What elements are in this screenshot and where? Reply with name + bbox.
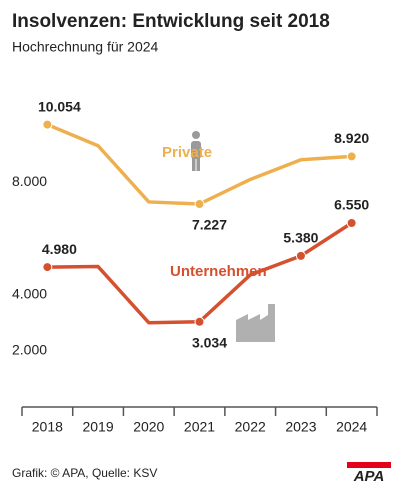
- point: [194, 198, 205, 209]
- point: [295, 250, 306, 261]
- x-tick-label: 2022: [235, 419, 266, 435]
- logo: APA: [353, 468, 385, 485]
- y-tick-label: 8.000: [12, 173, 47, 189]
- data-label: 10.054: [38, 98, 81, 114]
- x-tick-label: 2020: [133, 419, 164, 435]
- factory-icon: [236, 304, 275, 342]
- x-tick-label: 2023: [285, 419, 316, 435]
- data-label: 7.227: [192, 217, 227, 233]
- chart-title: Insolvenzen: Entwicklung seit 2018: [12, 11, 330, 32]
- data-label: 6.550: [334, 197, 369, 213]
- y-tick-label: 2.000: [12, 342, 47, 358]
- point: [42, 119, 53, 130]
- person-icon: [191, 131, 201, 171]
- series-label: Unternehmen: [170, 263, 267, 280]
- footer: Grafik: © APA, Quelle: KSV: [12, 466, 157, 480]
- x-tick-label: 2019: [82, 419, 113, 435]
- point: [346, 218, 357, 229]
- data-label: 8.920: [334, 130, 369, 146]
- point: [346, 151, 357, 162]
- logo-bar: [347, 462, 391, 468]
- data-label: 3.034: [192, 334, 227, 350]
- data-label: 5.380: [283, 230, 318, 246]
- x-tick-label: 2018: [32, 419, 63, 435]
- x-tick-label: 2024: [336, 419, 367, 435]
- chart-subtitle: Hochrechnung für 2024: [12, 39, 159, 55]
- series-label: Private: [162, 144, 212, 161]
- data-label: 4.980: [42, 241, 77, 257]
- x-tick-label: 2021: [184, 419, 215, 435]
- point: [42, 262, 53, 273]
- y-tick-label: 4.000: [12, 285, 47, 301]
- point: [194, 316, 205, 327]
